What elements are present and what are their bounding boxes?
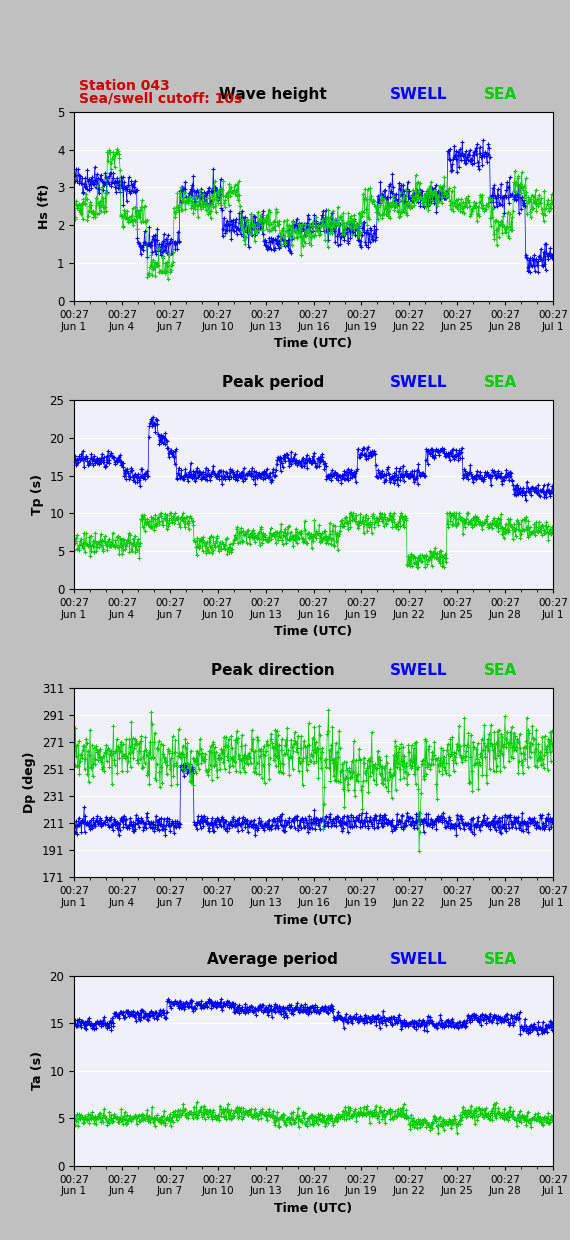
Text: SWELL: SWELL [390,376,447,391]
X-axis label: Time (UTC): Time (UTC) [274,914,353,926]
Text: Sea/swell cutoff: 10s: Sea/swell cutoff: 10s [79,92,242,105]
Y-axis label: Ta (s): Ta (s) [31,1052,44,1090]
Y-axis label: Hs (ft): Hs (ft) [38,184,51,229]
Text: Peak period: Peak period [222,376,324,391]
Text: SEA: SEA [484,376,517,391]
Text: Station 043: Station 043 [79,78,170,93]
Text: Average period: Average period [207,951,338,966]
Text: Peak direction: Peak direction [211,663,335,678]
Y-axis label: Dp (deg): Dp (deg) [23,751,36,813]
Text: SEA: SEA [484,951,517,966]
Text: SWELL: SWELL [390,951,447,966]
Text: SWELL: SWELL [390,663,447,678]
X-axis label: Time (UTC): Time (UTC) [274,337,353,351]
Text: SEA: SEA [484,663,517,678]
X-axis label: Time (UTC): Time (UTC) [274,1202,353,1215]
Text: SWELL: SWELL [390,87,447,102]
Text: SEA: SEA [484,87,517,102]
Y-axis label: Tp (s): Tp (s) [31,474,44,515]
Text: Wave height: Wave height [219,87,327,102]
X-axis label: Time (UTC): Time (UTC) [274,625,353,639]
